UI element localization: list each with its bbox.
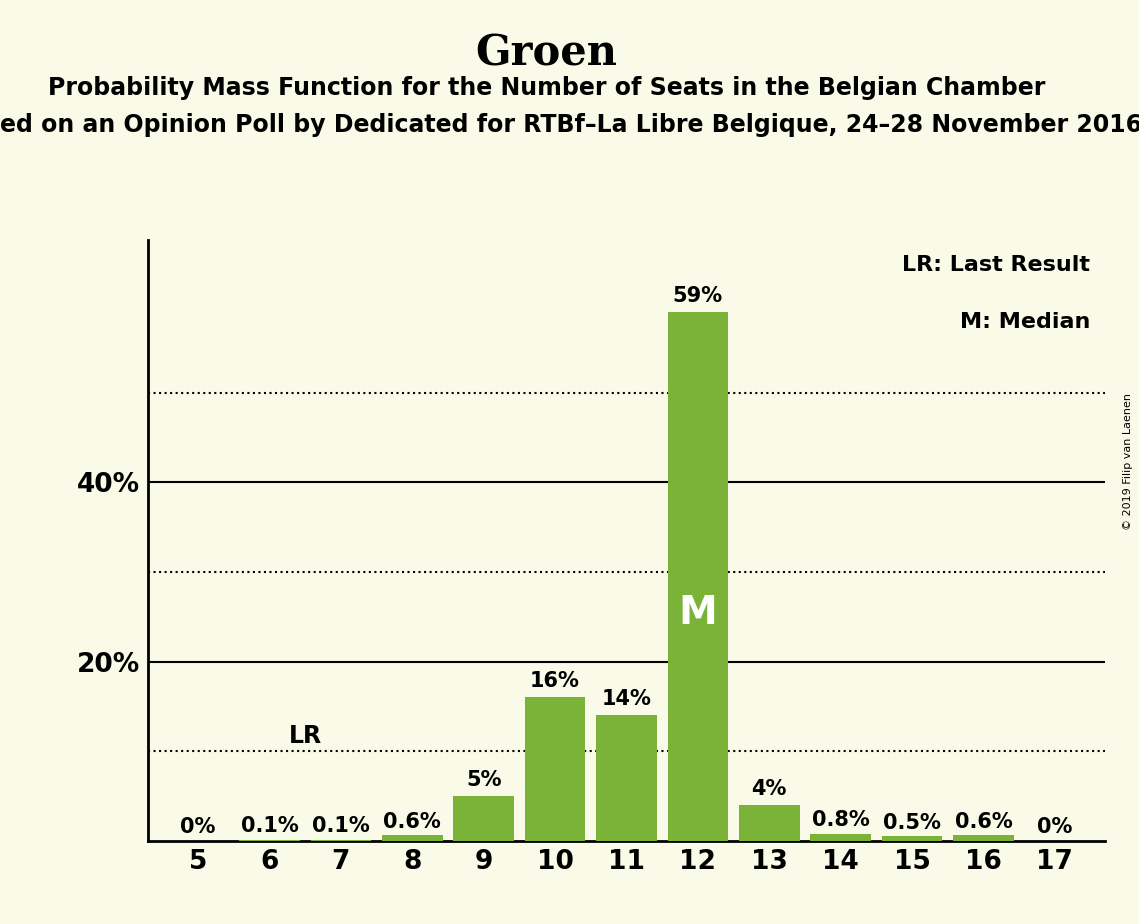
- Text: 4%: 4%: [752, 779, 787, 798]
- Text: 14%: 14%: [601, 689, 652, 709]
- Text: Probability Mass Function for the Number of Seats in the Belgian Chamber: Probability Mass Function for the Number…: [48, 76, 1046, 100]
- Text: 0.6%: 0.6%: [384, 812, 441, 832]
- Text: © 2019 Filip van Laenen: © 2019 Filip van Laenen: [1123, 394, 1133, 530]
- Text: 0.1%: 0.1%: [240, 817, 298, 836]
- Text: Based on an Opinion Poll by Dedicated for RTBf–La Libre Belgique, 24–28 November: Based on an Opinion Poll by Dedicated fo…: [0, 113, 1139, 137]
- Text: 5%: 5%: [466, 770, 501, 790]
- Bar: [525, 698, 585, 841]
- Text: 59%: 59%: [673, 286, 723, 306]
- Text: M: M: [679, 594, 718, 632]
- Text: LR: LR: [288, 723, 321, 748]
- Text: 0.6%: 0.6%: [954, 812, 1013, 832]
- Bar: [596, 715, 657, 841]
- Bar: [882, 836, 942, 841]
- Text: M: Median: M: Median: [960, 312, 1090, 333]
- Text: 0%: 0%: [180, 817, 215, 837]
- Bar: [810, 833, 871, 841]
- Text: 0%: 0%: [1038, 817, 1073, 837]
- Bar: [453, 796, 514, 841]
- Text: Groen: Groen: [476, 32, 617, 74]
- Bar: [953, 835, 1014, 841]
- Bar: [382, 835, 443, 841]
- Text: 0.1%: 0.1%: [312, 817, 370, 836]
- Text: 0.8%: 0.8%: [812, 810, 869, 830]
- Text: 16%: 16%: [530, 671, 580, 691]
- Bar: [667, 312, 728, 841]
- Bar: [739, 805, 800, 841]
- Text: LR: Last Result: LR: Last Result: [902, 255, 1090, 275]
- Text: 0.5%: 0.5%: [883, 813, 941, 833]
